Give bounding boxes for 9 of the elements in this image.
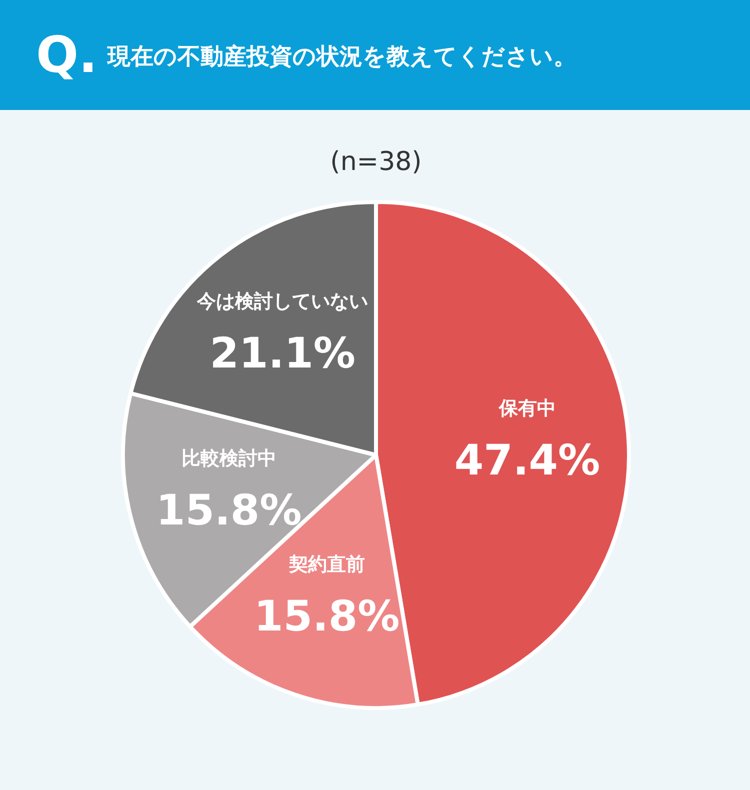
data-label: 15.8%	[156, 485, 302, 534]
data-label: 15.8%	[254, 592, 400, 641]
data-label: 47.4%	[454, 435, 600, 484]
chart-subtitle: (n=38)	[330, 147, 422, 177]
data-label: 21.1%	[210, 328, 356, 378]
slice-label: 比較検討中	[181, 447, 276, 470]
slice-label: 保有中	[498, 397, 556, 420]
slice-label: 契約直前	[288, 554, 365, 576]
slice-label: 今は検討していない	[196, 290, 368, 312]
